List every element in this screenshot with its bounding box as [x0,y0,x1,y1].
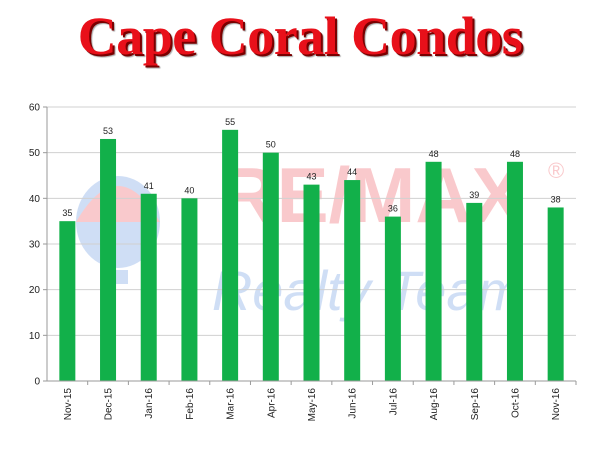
bar [384,216,401,381]
data-label: 55 [225,117,235,127]
balloon-logo [76,176,160,284]
bar [222,129,239,381]
x-tick-label: Nov-16 [551,388,562,421]
x-tick-label: Mar-16 [226,388,237,420]
x-tick-label: Aug-16 [429,388,440,421]
y-tick-label: 0 [34,377,40,388]
bar [262,152,279,381]
bar [303,184,320,381]
chart-title: Cape Coral Condos [77,6,523,66]
x-tick-label: May-16 [307,388,318,422]
bars: 35 53 41 40 55 50 43 44 36 48 39 48 38 [59,117,564,381]
y-tick-label: 20 [29,285,41,296]
data-label: 48 [429,149,439,159]
y-tick-label: 10 [29,331,41,342]
bar [425,161,442,381]
x-tick-label: Nov-15 [63,388,74,421]
data-label: 44 [347,167,357,177]
bar [344,180,361,381]
axes: 0 10 20 30 40 50 60 Nov-15 Dec-15 Jan-16 Feb-16 Mar… [29,103,577,422]
x-tick-label: Oct-16 [510,388,521,418]
y-tick-label: 60 [29,103,41,114]
data-label: 36 [388,204,398,214]
bar [59,221,76,381]
x-tick-label: Jun-16 [348,388,359,419]
bar [466,202,483,381]
x-tick-label: Jul-16 [388,388,399,416]
bar [181,198,198,381]
data-label: 43 [306,172,316,182]
bar [140,193,157,381]
data-label: 53 [103,126,113,136]
data-label: 50 [266,140,276,150]
y-tick-label: 40 [29,194,41,205]
x-tick-label: Feb-16 [185,388,196,420]
x-tick-label: Jan-16 [144,388,155,419]
x-tick-label: Dec-15 [104,388,115,421]
x-tick-label: Sep-16 [470,388,481,421]
bar [100,138,117,381]
watermark-registered: ® [548,158,564,183]
data-label: 40 [184,185,194,195]
data-label: 48 [510,149,520,159]
data-label: 39 [469,190,479,200]
bar [506,161,523,381]
y-tick-label: 30 [29,240,41,251]
x-tick-label: Apr-16 [266,388,277,418]
bar [547,207,564,381]
data-label: 41 [144,181,154,191]
data-label: 35 [62,208,72,218]
data-label: 38 [551,194,561,204]
y-tick-label: 50 [29,148,41,159]
